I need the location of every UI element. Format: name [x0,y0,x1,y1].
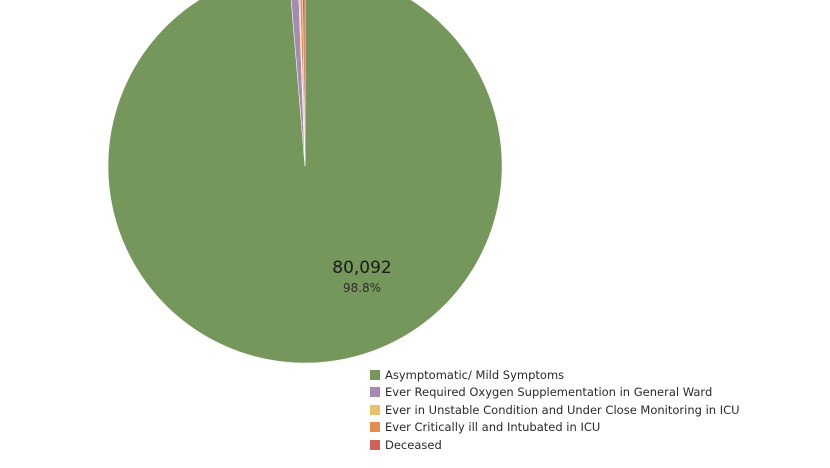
legend-item-asymptomatic[interactable]: Asymptomatic/ Mild Symptoms [370,366,740,384]
legend-item-deceased[interactable]: Deceased [370,436,740,454]
legend-swatch [370,387,380,398]
legend-swatch [370,439,380,450]
legend: Asymptomatic/ Mild Symptoms Ever Require… [370,366,740,454]
pie-slice-asymptomatic[interactable] [107,0,503,364]
slice-value-label: 80,092 [332,258,391,278]
pie-slice-unstable-icu[interactable] [298,0,306,167]
legend-swatch [370,422,380,433]
pie-slices [107,0,503,364]
legend-label: Deceased [385,437,442,452]
legend-label: Ever Critically ill and Intubated in ICU [385,420,601,435]
pie-slice-oxygen[interactable] [289,0,306,167]
legend-item-intubated-icu[interactable]: Ever Critically ill and Intubated in ICU [370,419,740,437]
pie-slice-deceased[interactable] [302,0,306,167]
slice-labels: 80,092 98.8% [332,258,391,295]
legend-label: Ever in Unstable Condition and Under Clo… [385,402,740,417]
legend-label: Asymptomatic/ Mild Symptoms [385,367,565,382]
legend-label: Ever Required Oxygen Supplementation in … [385,385,713,400]
legend-item-oxygen[interactable]: Ever Required Oxygen Supplementation in … [370,384,740,402]
pie-slice-intubated-icu[interactable] [299,0,306,167]
legend-item-unstable-icu[interactable]: Ever in Unstable Condition and Under Clo… [370,401,740,419]
legend-swatch [370,404,380,415]
slice-percent-label: 98.8% [343,281,381,295]
legend-swatch [370,369,380,380]
